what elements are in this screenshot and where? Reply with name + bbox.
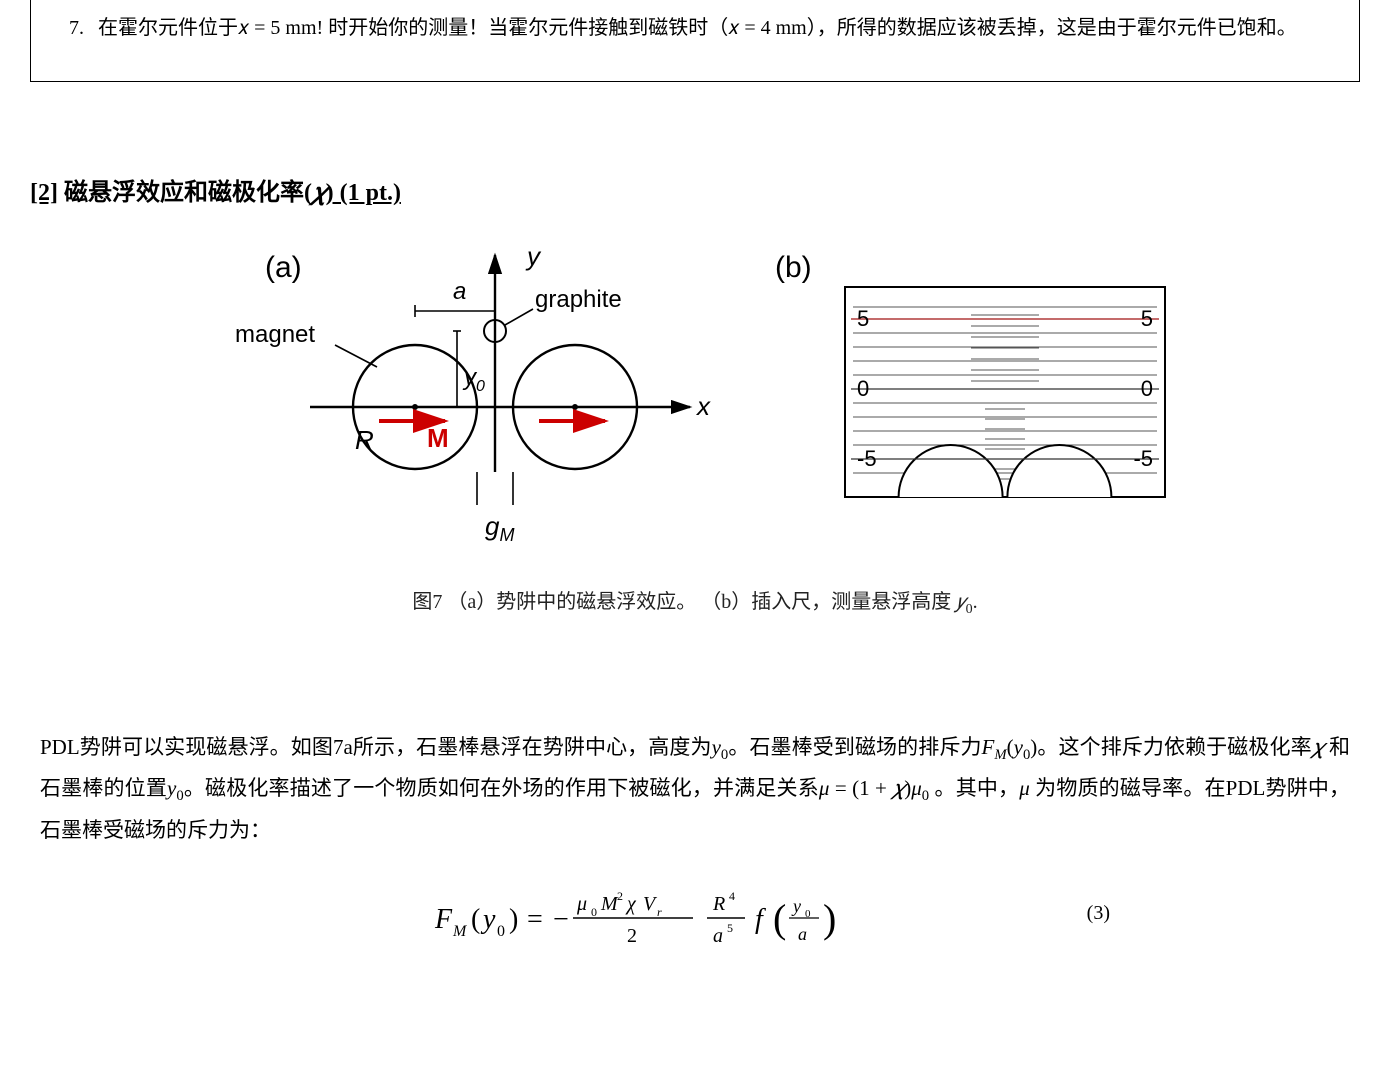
- heading-suffix: ) (1 pt.): [326, 180, 401, 206]
- svg-text:5: 5: [857, 306, 869, 331]
- svg-text:0: 0: [857, 376, 869, 401]
- svg-text:R: R: [712, 893, 725, 915]
- svg-text:gM: gM: [485, 511, 514, 545]
- svg-text:(: (: [773, 896, 786, 941]
- list-item-7: 7. 在霍尔元件位于𝑥 = 5 mm! 时开始你的测量！当霍尔元件接触到磁铁时（…: [56, 10, 1334, 46]
- caption-var: 𝑦: [956, 591, 965, 613]
- svg-text:5: 5: [727, 921, 733, 935]
- svg-text:M: M: [452, 923, 468, 940]
- svg-text:4: 4: [729, 889, 735, 903]
- svg-text:magnet: magnet: [235, 321, 315, 348]
- svg-text:x: x: [695, 391, 711, 421]
- svg-text:V: V: [643, 893, 658, 915]
- heading-prefix: 磁悬浮效应和磁极化率(: [58, 180, 312, 206]
- svg-text:χ: χ: [625, 893, 637, 915]
- equation-3: FM(y0)=−μ0M2χVr2R4a5f(y0a): [415, 874, 975, 954]
- svg-text:R: R: [355, 425, 374, 455]
- svg-text:f: f: [755, 904, 766, 935]
- svg-text:-5: -5: [1133, 446, 1153, 471]
- svg-text:0: 0: [591, 905, 597, 919]
- svg-text:): ): [823, 896, 836, 941]
- figure-caption: 图7 （a）势阱中的磁悬浮效应。 （b）插入尺，测量悬浮高度 𝑦0.: [0, 585, 1390, 618]
- svg-text:a: a: [713, 925, 723, 947]
- figure-7-svg: (a) y x magnet graphite a y0 R MgM (b) 5 5 0 0 -5 -5: [205, 237, 1185, 557]
- boxed-region: 7. 在霍尔元件位于𝑥 = 5 mm! 时开始你的测量！当霍尔元件接触到磁铁时（…: [30, 0, 1360, 82]
- svg-text:a: a: [453, 278, 466, 305]
- caption-var-sub: 0: [966, 602, 973, 617]
- svg-text:=: =: [527, 904, 543, 935]
- body-paragraph: PDL势阱可以实现磁悬浮。如图7a所示，石墨棒悬浮在势阱中心，高度为y0。石墨棒…: [40, 728, 1350, 850]
- svg-text:2: 2: [627, 925, 637, 947]
- svg-text:y: y: [791, 896, 801, 916]
- svg-text:0: 0: [805, 908, 811, 920]
- svg-text:y: y: [525, 241, 542, 271]
- equation-number: (3): [1087, 902, 1110, 925]
- svg-text:M: M: [427, 423, 449, 453]
- heading-lead: [2]: [30, 180, 58, 206]
- svg-text:(: (: [471, 904, 480, 935]
- svg-text:−: −: [553, 904, 569, 935]
- svg-text:F: F: [434, 904, 453, 935]
- svg-text:r: r: [657, 905, 662, 919]
- caption-prefix: 图7 （a）势阱中的磁悬浮效应。 （b）插入尺，测量悬浮高度: [412, 591, 951, 613]
- svg-text:5: 5: [1141, 306, 1153, 331]
- figure-7: (a) y x magnet graphite a y0 R MgM (b) 5 5 0 0 -5 -5: [0, 237, 1390, 557]
- svg-text:(b): (b): [775, 251, 812, 284]
- svg-text:μ: μ: [576, 893, 587, 915]
- list-number: 7.: [56, 10, 84, 46]
- svg-text:graphite: graphite: [535, 286, 622, 313]
- heading-chi: 𝜒: [312, 180, 326, 206]
- svg-text:y0: y0: [462, 364, 485, 395]
- equation-3-row: FM(y0)=−μ0M2χVr2R4a5f(y0a) (3): [40, 874, 1350, 954]
- section-heading: [2] 磁悬浮效应和磁极化率(𝜒) (1 pt.): [30, 172, 1360, 207]
- svg-text:y: y: [480, 904, 496, 935]
- svg-text:(a): (a): [265, 251, 302, 284]
- svg-text:-5: -5: [857, 446, 877, 471]
- caption-suffix: .: [973, 591, 978, 613]
- svg-text:a: a: [798, 924, 807, 944]
- svg-text:0: 0: [497, 923, 505, 940]
- svg-text:0: 0: [1141, 376, 1153, 401]
- svg-text:): ): [509, 904, 518, 935]
- svg-text:2: 2: [617, 889, 623, 903]
- list-text: 在霍尔元件位于𝑥 = 5 mm! 时开始你的测量！当霍尔元件接触到磁铁时（𝑥 =…: [98, 10, 1334, 46]
